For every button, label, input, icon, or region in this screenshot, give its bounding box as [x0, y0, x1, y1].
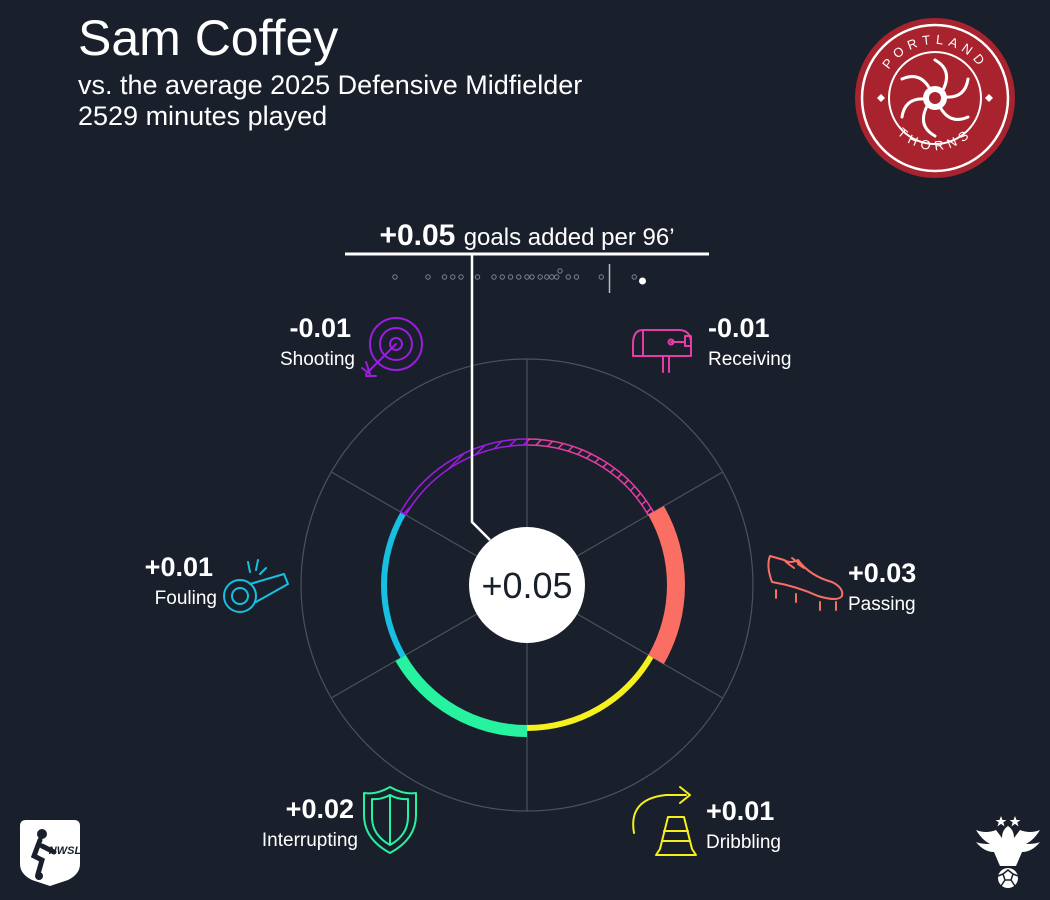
- category-receiving: -0.01 Receiving: [632, 313, 791, 373]
- category-name: Interrupting: [262, 830, 358, 851]
- distribution-point: [425, 274, 431, 280]
- distribution-point: [458, 274, 464, 280]
- eagle-crest-logo: [976, 816, 1040, 888]
- whistle-icon: [223, 559, 289, 613]
- segment-dribbling: [527, 655, 654, 731]
- distribution-point: [507, 274, 514, 280]
- distribution-point: [631, 274, 637, 280]
- distribution-point: [544, 274, 550, 280]
- shield-icon: [363, 786, 417, 854]
- total-value: +0.05: [481, 565, 572, 606]
- distribution-point: [441, 274, 448, 280]
- segment-receiving: [526, 438, 655, 517]
- category-name: Shooting: [280, 349, 355, 370]
- category-value: -0.01: [708, 313, 770, 343]
- distribution-point: [598, 274, 604, 280]
- svg-text:NWSL: NWSL: [49, 845, 82, 857]
- distribution-point: [537, 274, 543, 280]
- distribution-point: [392, 274, 398, 280]
- distribution-point: [499, 274, 505, 280]
- category-name: Dribbling: [706, 832, 781, 853]
- cleat-icon: [767, 555, 844, 611]
- category-name: Receiving: [708, 349, 791, 370]
- category-value: +0.02: [286, 794, 354, 824]
- headline-connector: [470, 254, 491, 541]
- distribution-point: [549, 274, 555, 280]
- distribution-point: [554, 274, 560, 280]
- category-value: +0.01: [145, 552, 213, 582]
- goals-added-headline: +0.05 goals added per 96’: [379, 219, 674, 252]
- distribution-player-point: [639, 277, 646, 285]
- segment-fouling: [381, 512, 406, 658]
- target-icon: [361, 317, 423, 377]
- segment-shooting: [399, 438, 528, 517]
- category-passing: +0.03 Passing: [767, 555, 916, 615]
- segment-interrupting: [395, 655, 527, 737]
- segment-passing: [648, 506, 685, 664]
- category-shooting: -0.01 Shooting: [280, 313, 423, 377]
- distribution-point: [474, 274, 481, 280]
- category-value: +0.03: [848, 558, 916, 588]
- category-name: Fouling: [155, 588, 217, 609]
- nwsl-logo: NWSL: [20, 820, 82, 886]
- team-logo: PORTLAND THORNS: [855, 18, 1015, 178]
- distribution-point: [491, 274, 497, 280]
- distribution-point: [516, 274, 522, 280]
- minutes-played: 2529 minutes played: [78, 101, 328, 131]
- traffic-cone-icon: [632, 786, 697, 856]
- category-value: -0.01: [289, 313, 351, 343]
- distribution-point: [557, 268, 563, 274]
- category-dribbling: +0.01 Dribbling: [632, 786, 781, 856]
- category-interrupting: +0.02 Interrupting: [262, 786, 417, 854]
- category-value: +0.01: [706, 796, 774, 826]
- category-fouling: +0.01 Fouling: [145, 552, 289, 613]
- distribution-point: [529, 274, 535, 280]
- category-name: Passing: [848, 594, 916, 615]
- player-name: Sam Coffey: [78, 10, 339, 66]
- distribution-point: [573, 274, 580, 280]
- subtitle: vs. the average 2025 Defensive Midfielde…: [78, 70, 582, 132]
- mailbox-icon: [632, 329, 692, 373]
- total-circle: [469, 527, 585, 643]
- distribution-point: [450, 274, 456, 280]
- distribution-point: [565, 274, 571, 280]
- comparison-text: vs. the average 2025 Defensive Midfielde…: [78, 70, 583, 100]
- distribution-point: [524, 274, 530, 280]
